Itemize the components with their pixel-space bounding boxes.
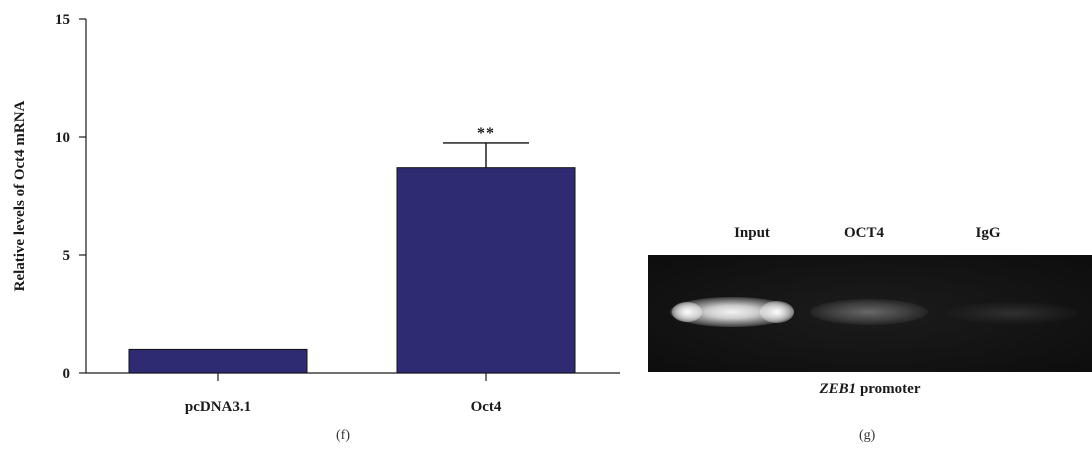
lane-label-igg: IgG (975, 225, 1001, 241)
y-tick-label: 10 (55, 130, 70, 146)
chart-bars (128, 142, 576, 374)
lane-label-input: Input (734, 225, 770, 241)
panel-label-f: (f) (336, 428, 350, 443)
x-tick-label: Oct4 (471, 399, 502, 415)
chart-labels: 0 5 10 15 Relative levels of Oct4 mRNA pcDNA3… (12, 12, 502, 415)
significance-marker: ** (477, 125, 495, 142)
gel-lane-labels: Input OCT4 IgG (648, 225, 1092, 255)
y-axis-title: Relative levels of Oct4 mRNA (12, 100, 28, 291)
bar-oct4 (396, 167, 576, 374)
y-tick-label: 5 (63, 248, 71, 264)
gel-band-input-core-right (760, 301, 794, 323)
gel-caption-rest: promoter (856, 381, 921, 397)
x-tick-label: pcDNA3.1 (185, 399, 251, 415)
gel-band-input-core-left (672, 302, 702, 322)
gel-band-igg (948, 302, 1078, 324)
bar-chart: 0 5 10 15 Relative levels of Oct4 mRNA pcDNA3… (12, 12, 620, 415)
panel-label-g: (g) (859, 428, 876, 443)
lane-label-oct4: OCT4 (843, 225, 885, 241)
bar-pcdna3-1 (128, 348, 308, 374)
y-tick-label: 15 (55, 12, 70, 28)
gel-caption-gene: ZEB1 (819, 381, 857, 397)
gel-image (648, 255, 1092, 372)
gel-panel: Input OCT4 IgG ZEB1 promoter (648, 225, 1092, 398)
y-tick-label: 0 (63, 366, 71, 382)
gel-band-oct4 (810, 299, 928, 325)
gel-caption: ZEB1 promoter (648, 381, 1092, 398)
